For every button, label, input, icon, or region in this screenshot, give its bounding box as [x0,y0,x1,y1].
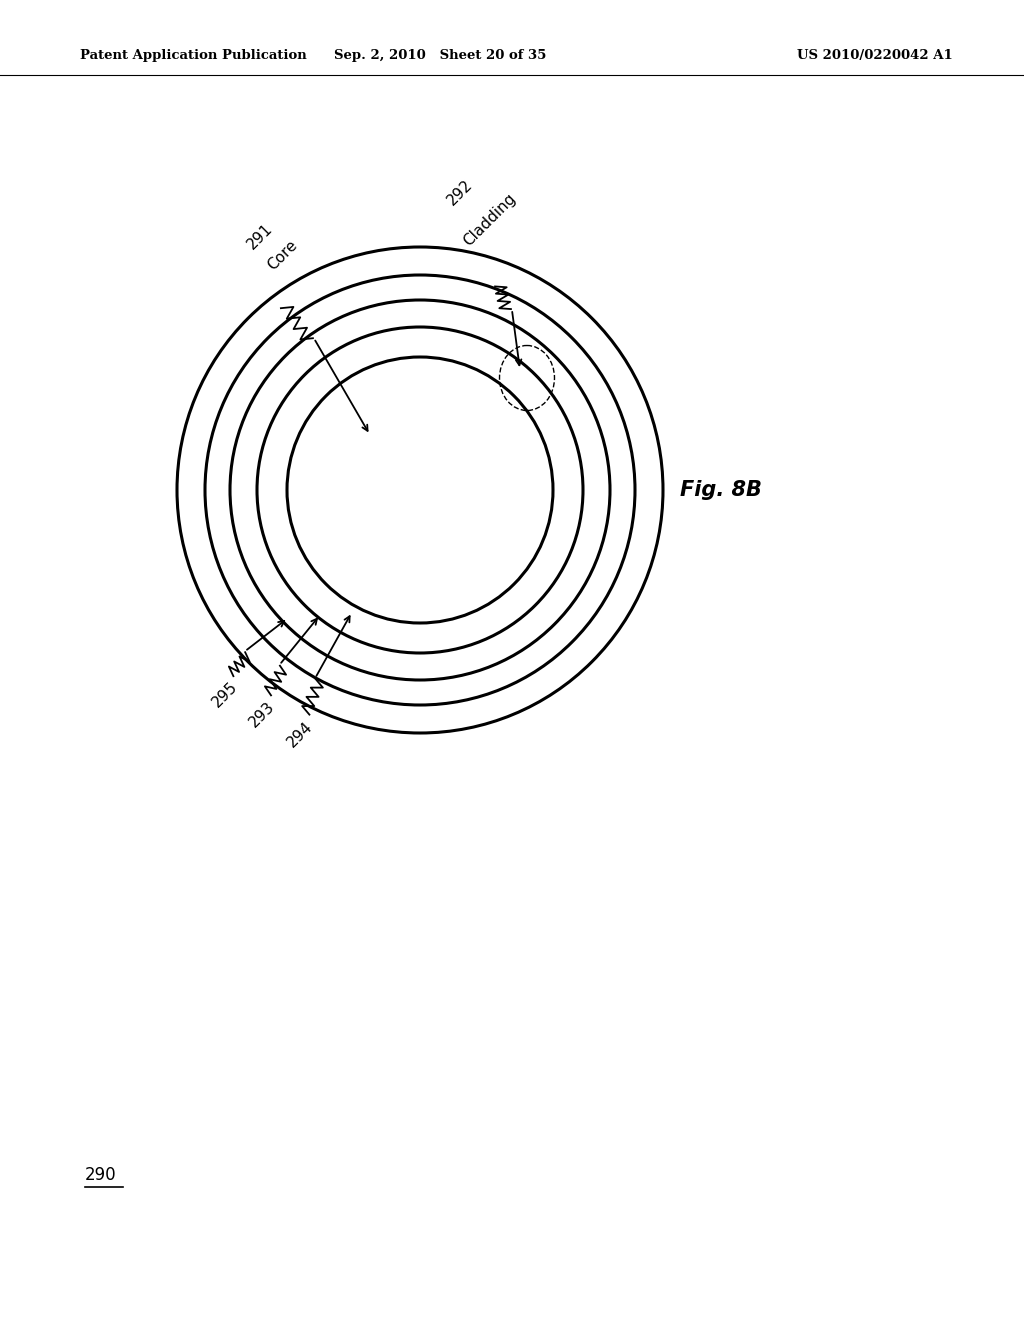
Text: Fig. 8B: Fig. 8B [680,480,762,500]
Text: Cladding: Cladding [461,191,519,249]
Text: 291: 291 [245,222,275,252]
Text: 292: 292 [444,177,475,209]
Text: 294: 294 [285,719,315,751]
Text: 295: 295 [210,680,241,710]
Text: Sep. 2, 2010   Sheet 20 of 35: Sep. 2, 2010 Sheet 20 of 35 [334,49,547,62]
Text: US 2010/0220042 A1: US 2010/0220042 A1 [797,49,952,62]
Text: Patent Application Publication: Patent Application Publication [80,49,307,62]
Text: 290: 290 [85,1166,117,1184]
Text: 293: 293 [247,700,278,730]
Text: Core: Core [264,238,300,273]
